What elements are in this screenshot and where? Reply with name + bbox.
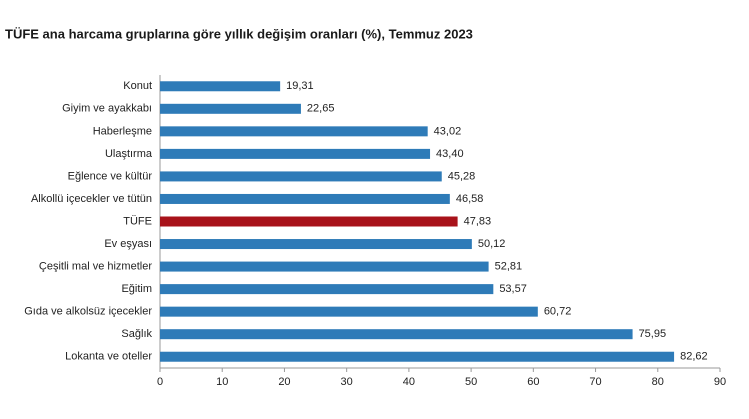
value-label: 50,12 [478,238,506,250]
value-label: 60,72 [544,306,572,318]
x-tick-label: 10 [216,376,228,388]
x-tick-label: 0 [157,376,163,388]
y-tick-label: Ulaştırma [105,148,153,160]
y-tick-label: Lokanta ve oteller [65,351,152,363]
bar [160,126,428,137]
bar [160,239,472,250]
value-label: 22,65 [307,103,335,115]
y-tick-label: Eğitim [121,283,152,295]
value-label: 19,31 [286,80,314,92]
y-tick-label: TÜFE [123,215,152,227]
bar [160,193,450,204]
value-label: 43,40 [436,148,464,160]
value-label: 47,83 [464,215,492,227]
value-label: 43,02 [434,125,462,137]
y-tick-label: Konut [123,80,152,92]
bar [160,261,489,272]
bar [160,81,281,92]
x-tick-label: 60 [527,376,539,388]
y-tick-label: Çeşitli mal ve hizmetler [39,260,152,272]
bar [160,103,301,114]
value-label: 45,28 [448,170,476,182]
value-label: 46,58 [456,193,484,205]
bar [160,329,633,340]
value-label: 75,95 [639,328,667,340]
bar [160,216,458,227]
bar [160,171,442,182]
bar [160,351,675,362]
x-tick-label: 50 [465,376,477,388]
y-tick-label: Haberleşme [93,125,152,137]
x-tick-label: 70 [589,376,601,388]
bar [160,306,538,317]
x-tick-label: 80 [652,376,664,388]
value-label: 53,57 [499,283,527,295]
x-tick-label: 20 [278,376,290,388]
y-tick-label: Ev eşyası [104,238,152,250]
y-tick-label: Gıda ve alkolsüz içecekler [24,306,152,318]
x-tick-label: 40 [403,376,415,388]
x-tick-label: 30 [341,376,353,388]
value-label: 82,62 [680,351,708,363]
y-tick-label: Giyim ve ayakkabı [62,103,152,115]
y-tick-label: Alkollü içecekler ve tütün [31,193,152,205]
bar [160,284,494,295]
bar [160,148,431,159]
y-tick-label: Eğlence ve kültür [68,170,153,182]
y-tick-label: Sağlık [121,328,152,340]
chart-title: TÜFE ana harcama gruplarına göre yıllık … [5,26,473,41]
x-tick-label: 90 [714,376,726,388]
value-label: 52,81 [495,260,523,272]
